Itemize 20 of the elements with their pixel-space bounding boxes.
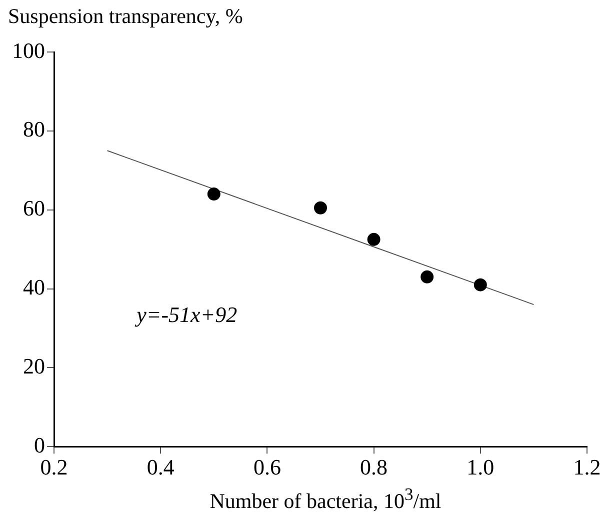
y-axis-title: Suspension transparency, %: [8, 4, 243, 29]
x-tick-label: 1.2: [573, 454, 601, 480]
x-tick-label: 1.0: [466, 454, 494, 480]
y-tick-label: 100: [12, 38, 45, 63]
annotation: y=-51x+92: [134, 302, 238, 328]
point: [474, 278, 487, 292]
point: [314, 201, 327, 214]
point: [207, 188, 220, 201]
x-tick-label: 0.4: [146, 454, 174, 480]
x-tick-label: 0.8: [360, 454, 388, 480]
x-tick-label: 0.2: [40, 454, 68, 480]
x-axis-title: Number of bacteria, 10$^{3}$/ml: [208, 484, 442, 514]
x-tick-label: 0.6: [253, 454, 281, 480]
y-tick-label: 80: [23, 116, 45, 142]
point: [420, 270, 434, 284]
y-tick-label: 60: [23, 196, 45, 221]
y-tick-label: 20: [23, 353, 45, 378]
y-tick-label: 40: [23, 274, 45, 300]
y-tick-label: 0: [34, 432, 45, 458]
point: [367, 232, 380, 246]
